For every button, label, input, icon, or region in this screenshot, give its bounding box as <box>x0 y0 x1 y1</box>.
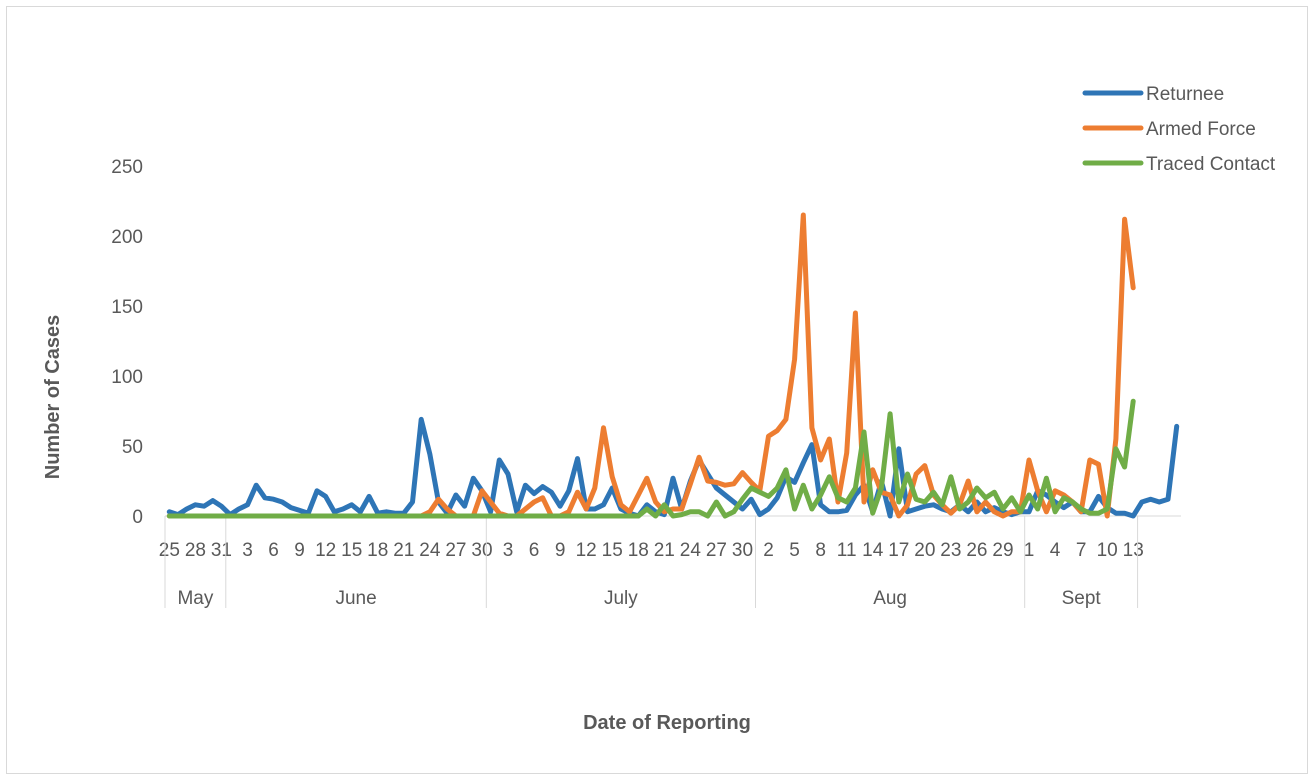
x-tick-label: 24 <box>680 540 702 561</box>
y-tick-label: 250 <box>111 157 143 178</box>
x-tick-label: 3 <box>503 540 514 561</box>
x-tick-label: 9 <box>555 540 566 561</box>
y-tick-label: 0 <box>132 507 143 528</box>
x-tick-label: 4 <box>1050 540 1061 561</box>
x-tick-label: 15 <box>341 540 362 561</box>
x-tick-label: 24 <box>419 540 441 561</box>
x-tick-label: 6 <box>268 540 279 561</box>
x-tick-label: 8 <box>815 540 826 561</box>
x-tick-label: 18 <box>628 540 649 561</box>
chart-frame: 0 50 100 150 200 250 25 28 31 3 6 9 12 15 18 21 24 27 30 3… <box>6 6 1308 774</box>
month-label: July <box>604 588 638 609</box>
series-line-armed-force <box>166 212 1136 519</box>
x-tick-label: 21 <box>654 540 675 561</box>
x-tick-label: 13 <box>1123 540 1144 561</box>
y-tick-label: 150 <box>111 297 143 318</box>
x-tick-label: 14 <box>862 540 884 561</box>
x-tick-label: 21 <box>393 540 414 561</box>
x-tick-label: 9 <box>294 540 305 561</box>
x-tick-label: 11 <box>837 540 857 561</box>
x-tick-label: 12 <box>576 540 597 561</box>
x-tick-label: 18 <box>367 540 388 561</box>
legend-label: Returnee <box>1146 84 1224 105</box>
x-tick-label: 23 <box>940 540 961 561</box>
legend-label: Traced Contact <box>1146 154 1276 175</box>
x-tick-label: 29 <box>992 540 1013 561</box>
y-tick-label: 200 <box>111 227 143 248</box>
y-axis-ticks: 0 50 100 150 200 250 <box>111 157 143 528</box>
x-tick-label: 10 <box>1097 540 1118 561</box>
x-tick-label: 5 <box>789 540 800 561</box>
series-lines <box>166 212 1180 519</box>
x-tick-label: 30 <box>471 540 492 561</box>
x-tick-label: 12 <box>315 540 336 561</box>
x-tick-label: 26 <box>966 540 987 561</box>
y-axis-title: Number of Cases <box>42 315 64 480</box>
x-tick-label: 31 <box>211 540 232 561</box>
y-tick-label: 50 <box>122 437 143 458</box>
x-tick-label: 3 <box>242 540 253 561</box>
x-tick-label: 20 <box>914 540 935 561</box>
month-label: June <box>335 588 376 609</box>
month-label: Aug <box>873 588 907 609</box>
x-tick-label: 25 <box>159 540 180 561</box>
x-tick-label: 27 <box>706 540 727 561</box>
legend-label: Armed Force <box>1146 119 1256 140</box>
series-line-traced-contact <box>166 398 1136 519</box>
y-tick-label: 100 <box>111 367 143 388</box>
x-tick-label: 28 <box>185 540 206 561</box>
x-tick-label: 7 <box>1076 540 1087 561</box>
legend: Returnee Armed Force Traced Contact <box>1082 84 1276 175</box>
month-label: May <box>177 588 213 609</box>
x-tick-label: 2 <box>763 540 774 561</box>
x-tick-label: 27 <box>445 540 466 561</box>
x-axis: 25 28 31 3 6 9 12 15 18 21 24 27 30 3 6 9 12 15 18 21 24 27 30… <box>159 515 1181 609</box>
x-tick-label: 15 <box>602 540 623 561</box>
x-tick-label: 1 <box>1024 540 1035 561</box>
month-label: Sept <box>1062 588 1102 609</box>
x-tick-label: 6 <box>529 540 540 561</box>
x-tick-label: 30 <box>732 540 753 561</box>
x-tick-label: 17 <box>888 540 909 561</box>
x-axis-title: Date of Reporting <box>583 712 751 734</box>
